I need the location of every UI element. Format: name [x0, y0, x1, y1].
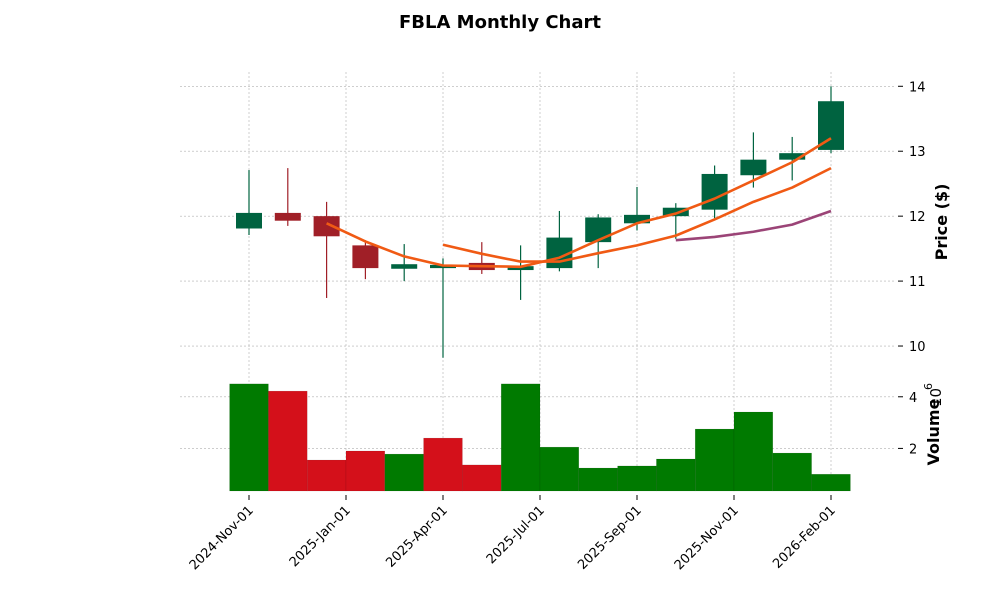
volume-bar [500, 383, 541, 492]
moving-average-line-ma6 [442, 166, 832, 263]
volume-bar [462, 464, 502, 492]
candle-body [313, 216, 340, 237]
candle-body [352, 245, 379, 269]
volume-bar [694, 428, 735, 492]
x-tick-label: 2025-Nov-01 [672, 503, 742, 573]
volume-bar [306, 459, 347, 492]
candle-body [740, 159, 767, 176]
volume-bar [617, 465, 657, 492]
price-tick-label: 11 [909, 275, 926, 290]
volume-bar [733, 411, 774, 492]
x-tick-label: 2024-Nov-01 [187, 503, 257, 573]
plot-layer: 10 11 12 13 14 2 4 2024-Nov-01 2025-Jan-01 2025-A… [180, 72, 926, 573]
x-tick-label: 2025-Jan-01 [287, 503, 354, 570]
candle-body [779, 153, 806, 160]
candle-body [236, 212, 262, 229]
volume-bar [539, 446, 580, 492]
x-tick-label: 2025-Jul-01 [484, 503, 548, 567]
volume-bar [772, 452, 812, 492]
candle-body [701, 173, 728, 210]
candle-body [585, 217, 612, 243]
moving-average-line-ma3 [326, 137, 832, 269]
candle-body [391, 264, 418, 269]
volume-tick-label: 4 [909, 391, 917, 406]
volume-bar [345, 450, 386, 492]
price-tick-label: 10 [909, 340, 926, 355]
volume-exponent-power: 6 [922, 383, 935, 390]
x-tick-label: 2025-Apr-01 [383, 503, 450, 570]
x-tick-label: 2026-Feb-01 [770, 503, 839, 572]
candle-body [274, 212, 301, 221]
volume-tick-label: 2 [909, 442, 917, 457]
price-tick-label: 14 [909, 80, 926, 95]
moving-average-line-ma12 [675, 209, 832, 242]
volume-bar [423, 437, 463, 492]
volume-bar [656, 458, 696, 492]
candle-body [662, 207, 689, 217]
price-tick-label: 13 [909, 145, 926, 160]
candle-body [818, 101, 844, 150]
volume-bar [578, 467, 618, 492]
price-tick-label: 12 [909, 210, 926, 225]
volume-bar [229, 383, 269, 492]
volume-bar [811, 473, 851, 492]
x-tick-label: 2025-Sep-01 [575, 503, 645, 573]
volume-axis-label: Volume [924, 398, 943, 465]
chart-title: FBLA Monthly Chart [399, 12, 601, 33]
volume-bar [384, 453, 424, 492]
volume-bar [268, 390, 308, 492]
candle-body [624, 214, 650, 224]
volume-exponent-base: 10 [927, 388, 945, 407]
price-axis-label: Price ($) [932, 184, 951, 261]
